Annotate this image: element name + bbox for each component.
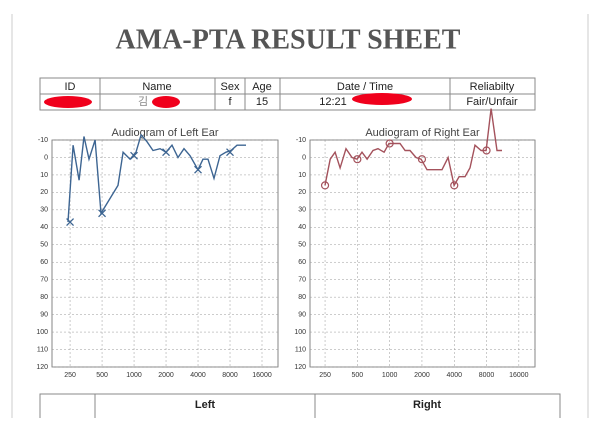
redaction: [352, 93, 412, 105]
threshold-marker: [417, 155, 427, 164]
header-cell: ID: [65, 81, 76, 93]
x-tick-label: 500: [352, 372, 364, 379]
marker-stroke: [66, 218, 75, 227]
bottom-header: Left: [195, 399, 216, 411]
chart-title: Audiogram of Left Ear: [111, 127, 218, 139]
marker-stroke: [226, 148, 234, 157]
age-cell: 15: [256, 96, 268, 108]
audiogram-line: [324, 108, 502, 188]
bottom-table: [39, 393, 561, 423]
y-tick-label: 50: [298, 242, 306, 249]
threshold-marker: [353, 155, 362, 164]
name-cell: 김: [138, 95, 148, 108]
audiogram-line: [67, 133, 246, 223]
x-tick-label: 16000: [509, 372, 529, 379]
y-tick-label: 30: [298, 207, 306, 214]
x-tick-label: 8000: [222, 372, 238, 379]
threshold-marker: [450, 181, 459, 190]
y-tick-label: 60: [40, 259, 48, 266]
threshold-marker: [66, 218, 75, 227]
x-tick-label: 16000: [252, 372, 272, 379]
y-tick-label: 0: [302, 154, 306, 161]
x-tick-label: 4000: [446, 372, 462, 379]
time-cell: 12:21: [319, 96, 347, 108]
redaction: [152, 96, 180, 108]
y-tick-label: -10: [296, 137, 306, 144]
y-tick-label: 30: [40, 207, 48, 214]
threshold-marker: [98, 209, 107, 218]
sheet-title: AMA-PTA RESULT SHEET: [116, 24, 461, 55]
y-tick-label: 60: [298, 259, 306, 266]
threshold-marker: [482, 146, 491, 155]
header-cell: Date / Time: [337, 81, 393, 93]
y-tick-label: 0: [44, 154, 48, 161]
x-tick-label: 8000: [479, 372, 495, 379]
x-tick-label: 250: [64, 372, 76, 379]
y-tick-label: 110: [37, 346, 48, 353]
marker-stroke: [162, 148, 170, 157]
x-tick-label: 250: [319, 372, 331, 379]
x-tick-label: 500: [96, 372, 108, 379]
y-tick-label: 70: [40, 277, 48, 284]
bottom-header: Right: [413, 399, 441, 411]
marker-stroke: [130, 151, 139, 160]
threshold-marker: [226, 148, 234, 157]
y-tick-label: 90: [40, 311, 48, 318]
y-tick-label: 40: [298, 224, 306, 231]
sex-cell: f: [228, 96, 232, 108]
x-tick-label: 2000: [414, 372, 430, 379]
header-cell: Age: [252, 81, 272, 93]
chart-title: Audiogram of Right Ear: [365, 127, 480, 139]
y-tick-label: 90: [298, 311, 306, 318]
y-tick-label: 70: [298, 277, 306, 284]
x-tick-label: 1000: [382, 372, 398, 379]
marker-stroke: [98, 209, 107, 218]
header-cell: Name: [142, 81, 171, 93]
redaction: [44, 96, 92, 108]
y-tick-label: 10: [298, 172, 306, 179]
marker-stroke: [194, 165, 202, 174]
threshold-marker: [130, 151, 139, 160]
header-cell: Sex: [221, 81, 240, 93]
y-tick-label: 40: [40, 224, 48, 231]
y-tick-label: 120: [36, 364, 48, 371]
y-tick-label: 80: [40, 294, 48, 301]
table-frame: [39, 393, 561, 423]
y-tick-label: 20: [40, 189, 48, 196]
threshold-marker: [162, 148, 170, 157]
x-tick-label: 1000: [126, 372, 142, 379]
y-tick-label: 100: [294, 329, 306, 336]
y-tick-label: 80: [298, 294, 306, 301]
y-tick-label: 110: [295, 346, 306, 353]
threshold-marker: [194, 165, 202, 174]
y-tick-label: 10: [40, 172, 48, 179]
reliability-cell: Fair/Unfair: [466, 96, 518, 108]
x-tick-label: 2000: [158, 372, 174, 379]
y-tick-label: 20: [298, 189, 306, 196]
threshold-marker: [320, 181, 330, 190]
y-tick-label: -10: [38, 137, 48, 144]
y-tick-label: 120: [294, 364, 306, 371]
header-cell: Reliabilty: [470, 81, 515, 93]
y-tick-label: 100: [36, 329, 48, 336]
y-tick-label: 50: [40, 242, 48, 249]
x-tick-label: 4000: [190, 372, 206, 379]
threshold-marker: [385, 139, 394, 148]
info-table: [39, 77, 536, 111]
